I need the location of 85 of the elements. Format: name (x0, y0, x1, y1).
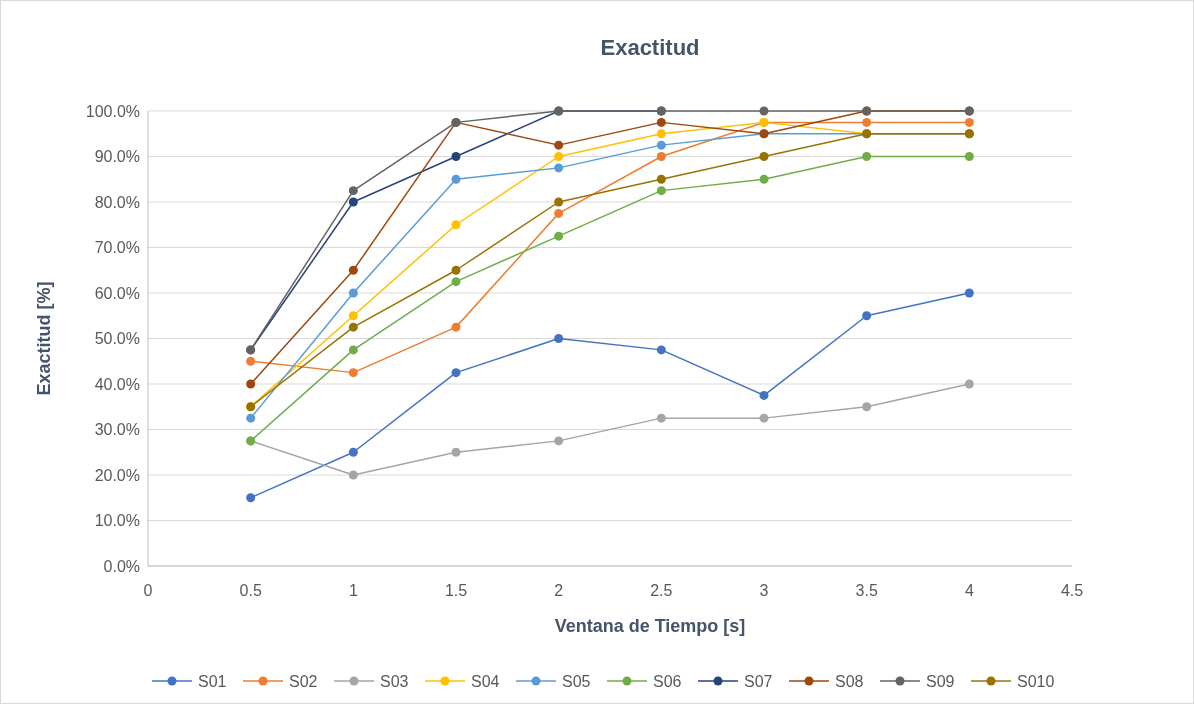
legend-label: S01 (198, 672, 227, 690)
point (964, 152, 974, 161)
point (862, 311, 872, 321)
y-tick-label: 100.0% (85, 102, 140, 120)
point (759, 106, 769, 116)
point (246, 493, 256, 503)
point (246, 379, 256, 389)
y-tick-label: 60.0% (94, 284, 140, 302)
point (348, 345, 358, 355)
point (656, 117, 666, 127)
point (759, 413, 769, 423)
point (348, 368, 358, 378)
y-tick-label: 90.0% (94, 148, 140, 166)
point (451, 220, 461, 230)
point (348, 288, 358, 298)
point (656, 140, 666, 150)
y-axis-title: Exactitud [%] (34, 281, 54, 396)
point (554, 334, 564, 343)
x-tick-label: 3.5 (855, 582, 878, 599)
point (862, 402, 872, 412)
y-tick-label: 30.0% (94, 421, 140, 439)
point (554, 163, 564, 173)
point (554, 208, 564, 218)
point (759, 174, 769, 184)
point (964, 288, 974, 298)
point (656, 345, 666, 355)
point (656, 413, 666, 423)
point (451, 322, 461, 332)
point (348, 447, 358, 457)
point (451, 447, 461, 457)
chart-title: Exactitud (600, 35, 700, 60)
point (348, 322, 358, 332)
y-tick-label: 70.0% (94, 239, 140, 257)
x-tick-label: 2 (554, 582, 564, 599)
legend-label: S07 (744, 672, 773, 690)
x-tick-label: 4 (964, 582, 974, 599)
point (554, 436, 564, 446)
point (656, 186, 666, 196)
x-tick-label: 0.5 (239, 582, 262, 599)
point (964, 379, 974, 389)
point (246, 356, 256, 366)
y-tick-label: 10.0% (94, 512, 140, 530)
point (656, 174, 666, 184)
legend-label: S09 (926, 672, 955, 690)
point (656, 152, 666, 161)
x-tick-label: 0 (143, 582, 153, 599)
point (554, 197, 564, 207)
point (348, 265, 358, 275)
point (348, 197, 358, 207)
legend-label: S08 (835, 672, 864, 690)
point (451, 277, 461, 287)
point (348, 311, 358, 321)
point (759, 390, 769, 400)
x-axis-title: Ventana de Tiempo [s] (554, 616, 746, 636)
point (862, 152, 872, 161)
legend-label: S05 (562, 672, 591, 690)
x-tick-label: 1.5 (444, 582, 468, 599)
point (451, 152, 461, 161)
y-tick-label: 20.0% (94, 466, 140, 484)
y-tick-label: 40.0% (94, 375, 140, 393)
point (554, 231, 564, 241)
y-tick-label: 80.0% (94, 193, 140, 211)
point (656, 129, 666, 139)
point (759, 152, 769, 161)
point (862, 117, 872, 127)
point (554, 140, 564, 150)
point (554, 152, 564, 161)
x-tick-label: 2.5 (650, 582, 673, 599)
legend-label: S06 (653, 672, 682, 690)
point (451, 265, 461, 275)
legend-label: S02 (289, 672, 318, 690)
point (246, 413, 256, 423)
point (451, 368, 461, 378)
legend-label: S03 (380, 672, 409, 690)
x-tick-label: 3 (759, 582, 769, 599)
y-tick-label: 50.0% (94, 330, 140, 348)
legend-label: S04 (471, 672, 500, 690)
point (451, 174, 461, 184)
point (348, 186, 358, 196)
y-tick-label: 0.0% (103, 557, 140, 575)
x-tick-label: 4.5 (1060, 582, 1084, 599)
point (964, 117, 974, 127)
point (348, 470, 358, 480)
legend-label: S010 (1017, 672, 1055, 690)
x-tick-label: 1 (348, 582, 358, 599)
